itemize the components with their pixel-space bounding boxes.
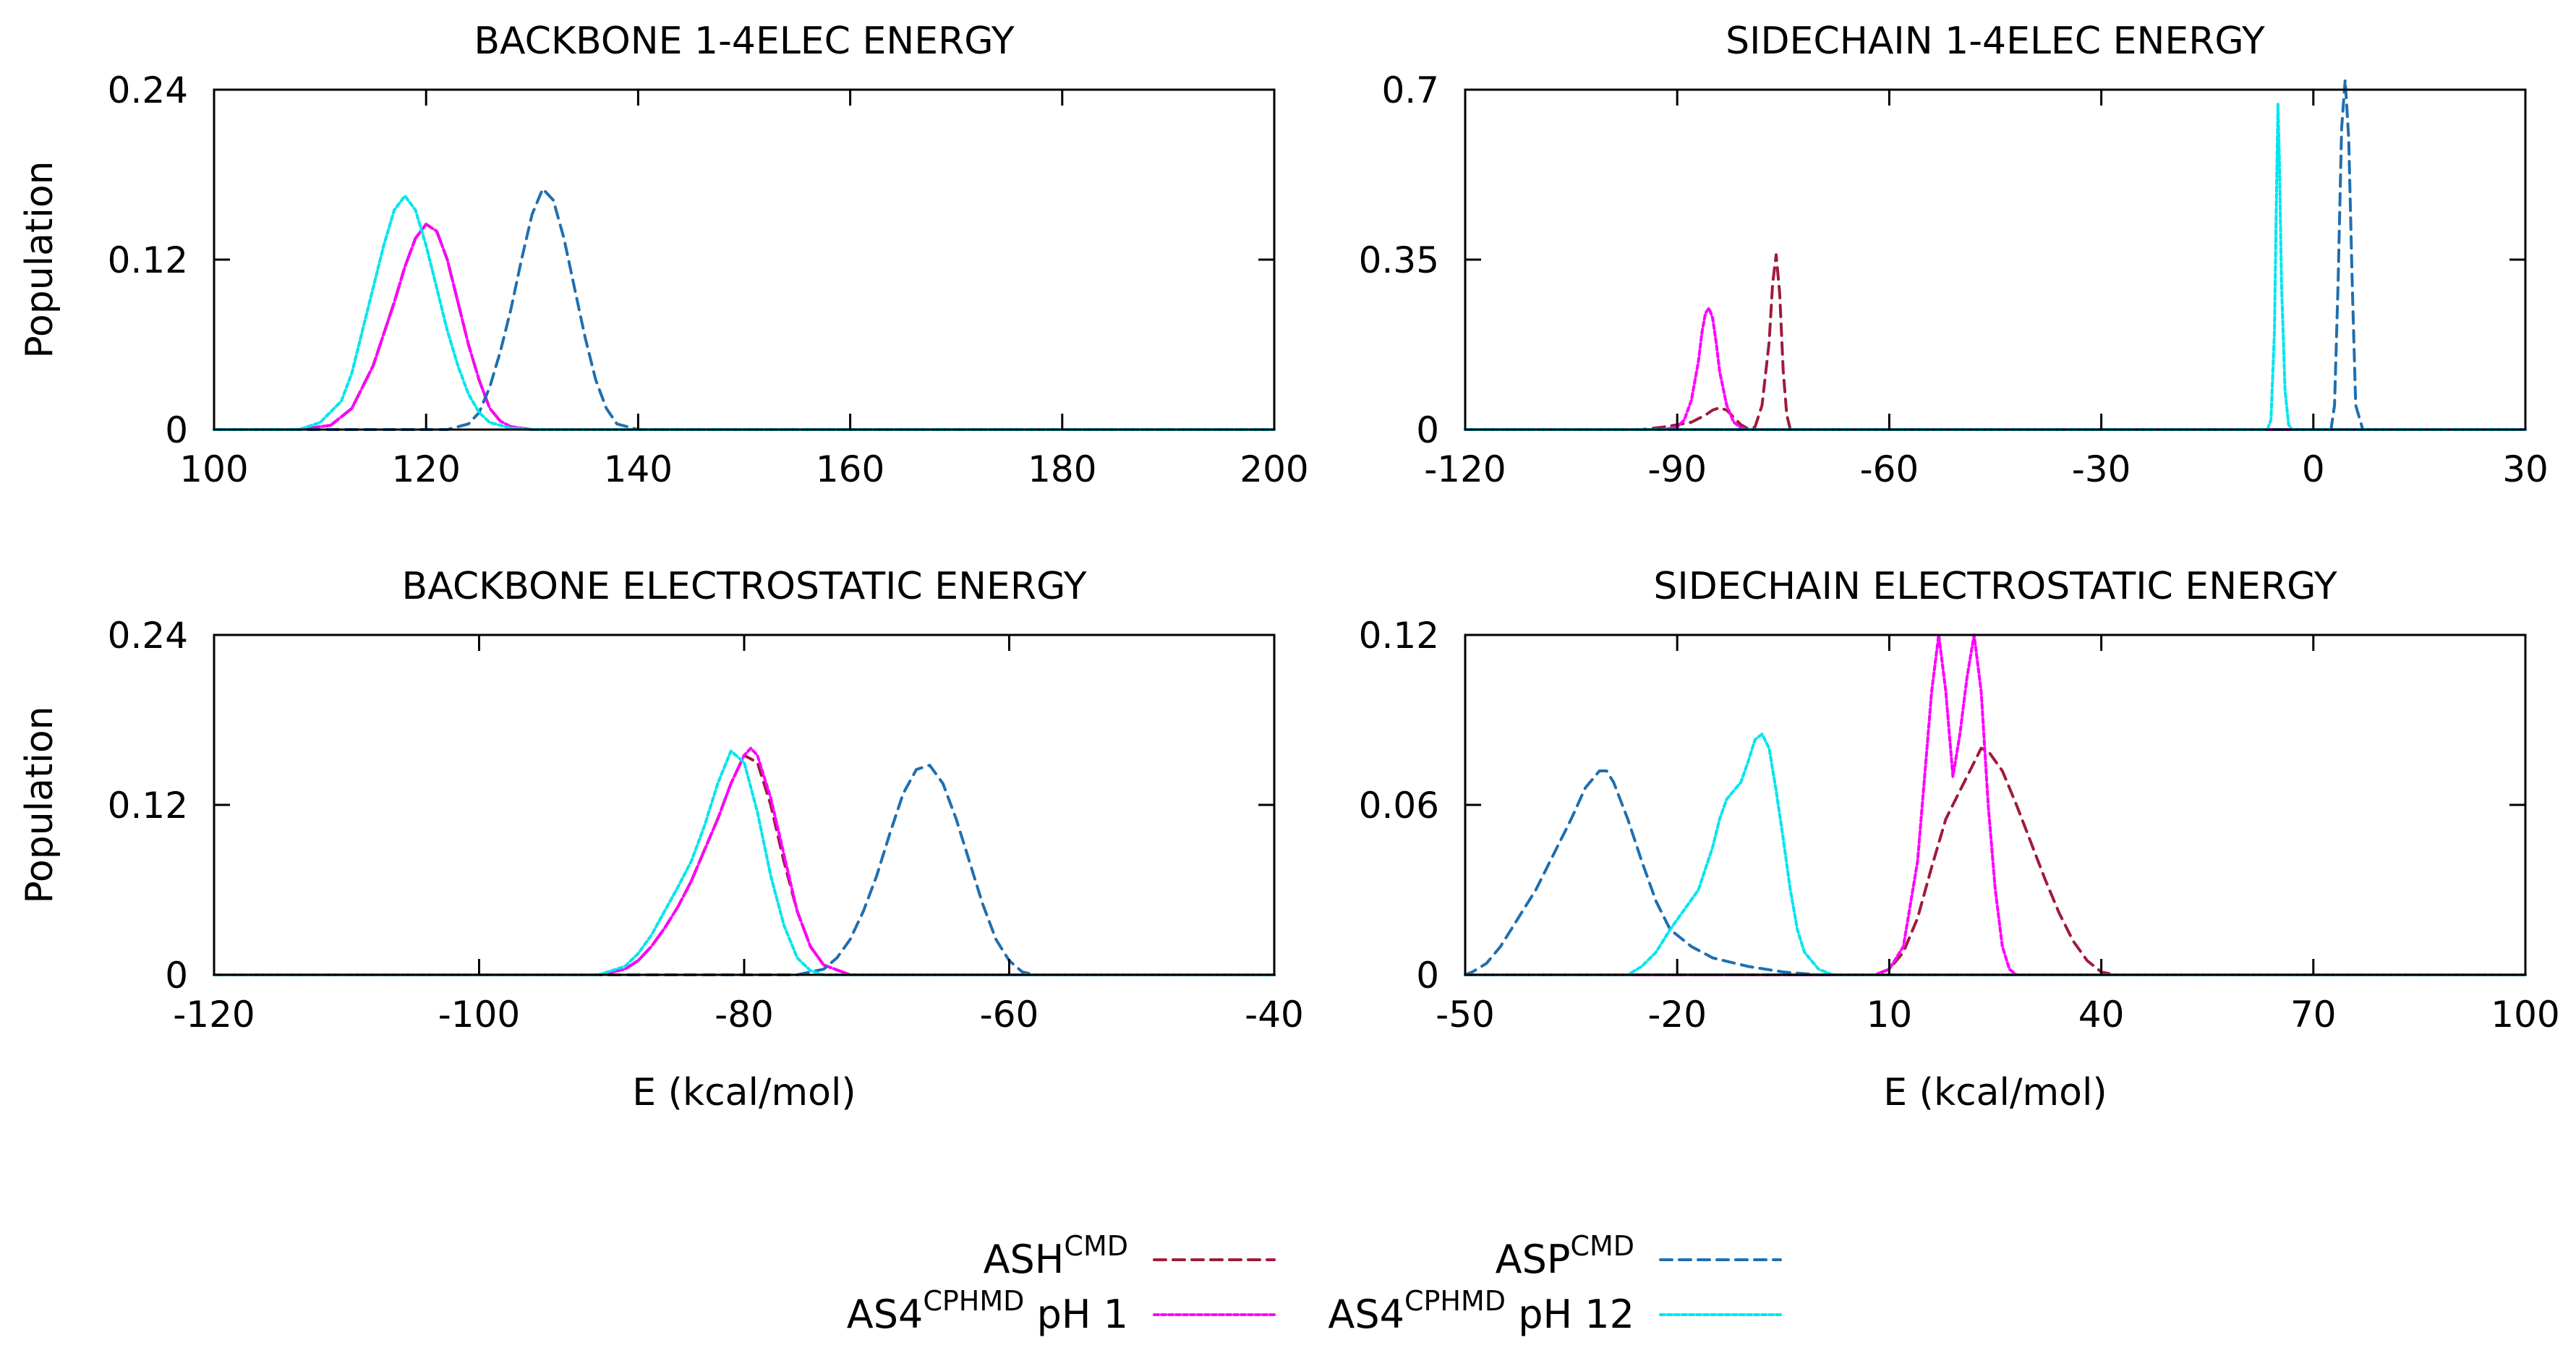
x-tick-label: 160: [816, 448, 884, 490]
series-line-asp: [1464, 78, 2527, 431]
x-tick-label: -120: [1424, 448, 1506, 490]
x-tick-label: -100: [438, 994, 520, 1036]
x-tick-label: -50: [1436, 994, 1495, 1036]
x-tick-label: -40: [1245, 994, 1304, 1036]
x-tick-label: 120: [391, 448, 460, 490]
series-line-ph12: [1464, 103, 2527, 431]
x-tick-label: -60: [980, 994, 1039, 1036]
x-tick-label: 200: [1240, 448, 1308, 490]
x-axis-label: E (kcal/mol): [1883, 1071, 2107, 1114]
legend-label-suffix: pH 12: [1506, 1292, 1634, 1337]
y-tick-label: 0.06: [1359, 785, 1439, 827]
x-tick-label: 70: [2290, 994, 2337, 1036]
x-axis-label: E (kcal/mol): [632, 1071, 856, 1114]
legend-label-base: AS4: [847, 1292, 924, 1337]
chart-panel-3: BACKBONE ELECTROSTATIC ENERGY -120 -100 -80…: [18, 565, 1304, 1114]
y-tick-label: 0.35: [1359, 239, 1439, 281]
legend-label-ph12: AS4CPHMD pH 12: [1328, 1285, 1634, 1337]
legend-label-base: ASP: [1496, 1237, 1571, 1282]
y-tick-label: 0: [1416, 409, 1439, 451]
x-tick-label: 100: [179, 448, 248, 490]
series-line-ph12: [213, 749, 1276, 976]
x-tick-label: -60: [1860, 448, 1919, 490]
series-line-ash: [1464, 746, 2527, 976]
y-axis-label: Population: [18, 706, 61, 903]
series-line-asp: [213, 764, 1276, 976]
series-line-ph12: [213, 194, 1276, 431]
series-line-ph1: [213, 223, 534, 431]
series-line-ph1: [1464, 307, 2527, 431]
series-line-ph12: [1464, 733, 2527, 976]
y-tick-label: 0: [1416, 955, 1439, 997]
y-tick-label: 0: [165, 409, 188, 451]
plot-frame: [213, 633, 1276, 976]
x-tick-label: -20: [1647, 994, 1707, 1036]
chart-panel-2: SIDECHAIN 1-4ELEC ENERGY -120 -90 -60 -30 0 30…: [1359, 20, 2549, 490]
x-tick-label: 40: [2078, 994, 2125, 1036]
y-tick-label: 0.12: [108, 239, 188, 281]
legend-label-base: ASH: [984, 1237, 1065, 1282]
x-tick-label: 0: [2302, 448, 2325, 490]
legend-label-ph1: AS4CPHMD pH 1: [847, 1285, 1128, 1337]
x-tick-label: -80: [715, 994, 774, 1036]
y-tick-label: 0.24: [108, 615, 188, 657]
chart-title: SIDECHAIN ELECTROSTATIC ENERGY: [1653, 565, 2337, 608]
x-tick-label: 30: [2502, 448, 2549, 490]
chart-title: SIDECHAIN 1-4ELEC ENERGY: [1726, 20, 2265, 63]
plot-frame: [1464, 633, 2527, 976]
plot-frame: [213, 88, 1276, 431]
x-tick-label: 10: [1867, 994, 1913, 1036]
x-tick-label: -90: [1647, 448, 1707, 490]
series-line-asp: [1464, 769, 2527, 976]
chart-panel-4: SIDECHAIN ELECTROSTATIC ENERGY -50 -20 10 40…: [1359, 565, 2560, 1114]
x-tick-label: 100: [2491, 994, 2559, 1036]
x-tick-label: -30: [2072, 448, 2131, 490]
legend-label-ash: ASHCMD: [984, 1230, 1128, 1282]
y-tick-label: 0.12: [108, 785, 188, 827]
plot-frame: [1464, 88, 2527, 431]
series-line-asp: [213, 187, 1276, 431]
y-tick-label: 0.12: [1359, 615, 1439, 657]
x-tick-label: -120: [173, 994, 255, 1036]
legend-label-base: AS4: [1328, 1292, 1404, 1337]
y-tick-label: 0.7: [1381, 69, 1439, 111]
y-tick-label: 0: [165, 955, 188, 997]
legend-label-asp: ASPCMD: [1496, 1230, 1634, 1282]
series-line-ph1: [213, 746, 1276, 976]
chart-title: BACKBONE ELECTROSTATIC ENERGY: [402, 565, 1087, 608]
legend-label-sup: CMD: [1570, 1230, 1634, 1262]
chart-panel-1: BACKBONE 1-4ELEC ENERGY 100 120 140 160 180 20…: [18, 20, 1309, 490]
y-axis-label: Population: [18, 161, 61, 358]
legend-label-suffix: pH 1: [1024, 1292, 1128, 1337]
series-line-ph1: [1464, 633, 2527, 976]
legend-label-sup: CPHMD: [923, 1285, 1024, 1317]
x-tick-label: 140: [604, 448, 673, 490]
legend-label-sup: CMD: [1064, 1230, 1128, 1262]
series-line-ash: [213, 754, 1276, 976]
chart-title: BACKBONE 1-4ELEC ENERGY: [474, 20, 1015, 63]
y-tick-label: 0.24: [108, 69, 188, 111]
x-tick-label: 180: [1028, 448, 1096, 490]
series-line-ash: [1464, 253, 2527, 431]
legend-label-sup: CPHMD: [1404, 1285, 1506, 1317]
